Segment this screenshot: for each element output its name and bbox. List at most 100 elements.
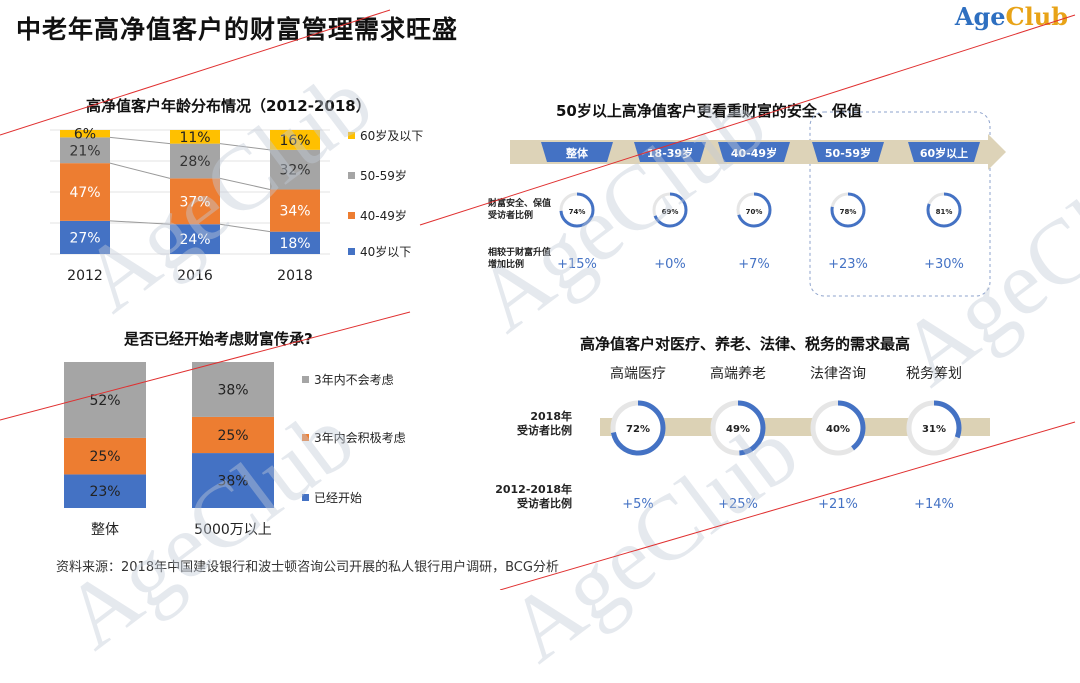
data-label: 27% — [69, 230, 100, 246]
data-label: 52% — [89, 393, 120, 409]
x-tick-label: 2012 — [67, 268, 103, 284]
data-label: 34% — [279, 204, 310, 220]
diff-label: +30% — [924, 257, 964, 272]
bar-segment — [60, 220, 110, 254]
legend-label: 3年内会积极考虑 — [314, 431, 406, 445]
data-label: 23% — [89, 484, 120, 500]
diff-label: +5% — [622, 497, 654, 512]
data-label: 38% — [217, 382, 248, 398]
age-group-label: 50-59岁 — [825, 146, 871, 160]
ring-value-label: 70% — [746, 208, 763, 216]
age-distribution-chart: 27% 47% 21%6% 2012 24% 37% 28% 11% 2016 18% 34% 32%… — [50, 127, 423, 284]
highlight-box — [809, 111, 991, 297]
diff-label: +7% — [738, 257, 770, 272]
x-tick-label: 5000万以上 — [194, 522, 272, 538]
data-label: 16% — [279, 133, 310, 149]
connector-line — [109, 162, 171, 179]
service-chart-title: 高净值客户对医疗、养老、法律、税务的需求最高 — [580, 335, 911, 353]
legend-label: 40岁以下 — [360, 244, 411, 259]
age-group-label: 18-39岁 — [647, 146, 693, 160]
data-label: 38% — [217, 474, 248, 490]
data-label: 32% — [279, 163, 310, 179]
bar-segment — [64, 437, 146, 475]
age-chart-title: 高净值客户年龄分布情况（2012-2018） — [86, 97, 371, 115]
bar-segment — [60, 137, 110, 164]
row-label: 2018年 — [530, 409, 572, 423]
diff-label: +15% — [557, 257, 597, 272]
data-label: 25% — [217, 428, 248, 444]
legend-label: 40-49岁 — [360, 208, 407, 223]
inheritance-chart-title: 是否已经开始考虑财富传承? — [124, 330, 313, 348]
diff-label: +0% — [654, 257, 686, 272]
bar-segment — [270, 231, 320, 254]
bar-segment — [64, 474, 146, 508]
security-by-age-chart: 整体 74% +15% 18-39岁 69% +0% 40-49岁 70% +7% 50-59岁 7… — [487, 111, 1006, 297]
row-label: 相较于财富升值 — [488, 246, 551, 258]
legend-swatch — [348, 212, 355, 219]
legend-label: 已经开始 — [314, 491, 362, 505]
legend-swatch — [302, 494, 309, 501]
ring-value-label: 78% — [840, 208, 857, 216]
legend-swatch — [302, 376, 309, 383]
data-label: 25% — [89, 449, 120, 465]
row-label: 受访者比例 — [517, 496, 572, 510]
row-label: 受访者比例 — [517, 423, 572, 437]
service-label: 税务筹划 — [906, 365, 962, 382]
legend-swatch — [348, 248, 355, 255]
legend-label: 60岁及以下 — [360, 128, 423, 143]
legend-swatch — [348, 172, 355, 179]
data-label: 28% — [179, 154, 210, 170]
connector-line — [109, 136, 171, 145]
diff-label: +14% — [914, 497, 954, 512]
bar-segment — [192, 453, 274, 508]
bar-segment — [60, 163, 110, 221]
bar-segment — [192, 416, 274, 454]
row-label: 2012-2018年 — [495, 482, 572, 496]
bar-segment — [170, 224, 220, 254]
ring-value-label: 72% — [626, 424, 650, 435]
connector-line — [219, 223, 271, 233]
bar-segment — [170, 143, 220, 179]
x-tick-label: 2018 — [277, 268, 313, 284]
age-group-label: 整体 — [565, 146, 589, 160]
logo-accent: Club — [1005, 2, 1068, 31]
row-label: 财富安全、保值 — [487, 197, 551, 209]
bar-segment — [170, 178, 220, 225]
ring-value-label: 81% — [936, 208, 953, 216]
source-note: 资料来源：2018年中国建设银行和波士顿咨询公司开展的私人银行用户调研，BCG分… — [56, 560, 559, 575]
data-label: 21% — [69, 143, 100, 159]
row-label: 增加比例 — [488, 258, 524, 270]
ring-value-label: 74% — [569, 208, 586, 216]
age-group-label: 40-49岁 — [731, 146, 777, 160]
service-demand-chart: 高端医疗 72% +5% 高端养老 49% +25% 法律咨询 40% +21% 税务筹划 31% +… — [495, 365, 990, 512]
data-label: 6% — [74, 127, 96, 143]
bar-segment — [270, 149, 320, 190]
data-label: 18% — [279, 236, 310, 252]
legend-label: 50-59岁 — [360, 168, 407, 183]
ring-value-label: 31% — [922, 424, 946, 435]
service-label: 高端医疗 — [610, 365, 666, 382]
row-label: 受访者比例 — [488, 209, 533, 221]
x-tick-label: 整体 — [91, 522, 119, 538]
ring-value-label: 69% — [662, 208, 679, 216]
service-label: 高端养老 — [710, 365, 766, 382]
diff-label: +25% — [718, 497, 758, 512]
logo-main: Age — [954, 2, 1006, 31]
data-label: 24% — [179, 232, 210, 248]
connector-line — [109, 220, 171, 225]
x-tick-label: 2016 — [177, 268, 213, 284]
service-label: 法律咨询 — [810, 366, 866, 382]
diff-label: +21% — [818, 497, 858, 512]
ageclub-logo: AgeClub — [955, 2, 1068, 31]
ring-value-label: 49% — [726, 424, 750, 435]
data-label: 47% — [69, 185, 100, 201]
data-label: 37% — [179, 194, 210, 210]
diff-label: +23% — [828, 257, 868, 272]
connector-line — [219, 143, 271, 151]
age-group-label: 60岁以上 — [920, 146, 968, 160]
ring-value-label: 40% — [826, 424, 850, 435]
bar-segment — [270, 189, 320, 232]
inheritance-chart: 23% 25% 52% 整体 38% 25% 38% 5000万以上 3年内不会考虑 3年内会积极… — [64, 362, 406, 538]
legend-swatch — [302, 434, 309, 441]
legend-swatch — [348, 132, 355, 139]
